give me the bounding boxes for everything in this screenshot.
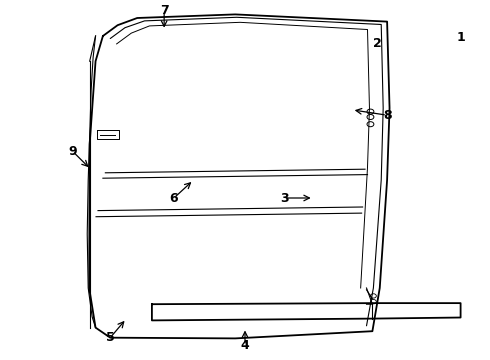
Text: 9: 9	[68, 145, 77, 158]
Text: 3: 3	[280, 192, 289, 204]
Text: 8: 8	[383, 109, 392, 122]
Text: 1: 1	[456, 31, 465, 44]
Text: 7: 7	[160, 4, 169, 17]
Text: 6: 6	[170, 192, 178, 204]
Text: 4: 4	[241, 339, 249, 352]
Text: 2: 2	[373, 37, 382, 50]
Text: 5: 5	[106, 331, 115, 344]
